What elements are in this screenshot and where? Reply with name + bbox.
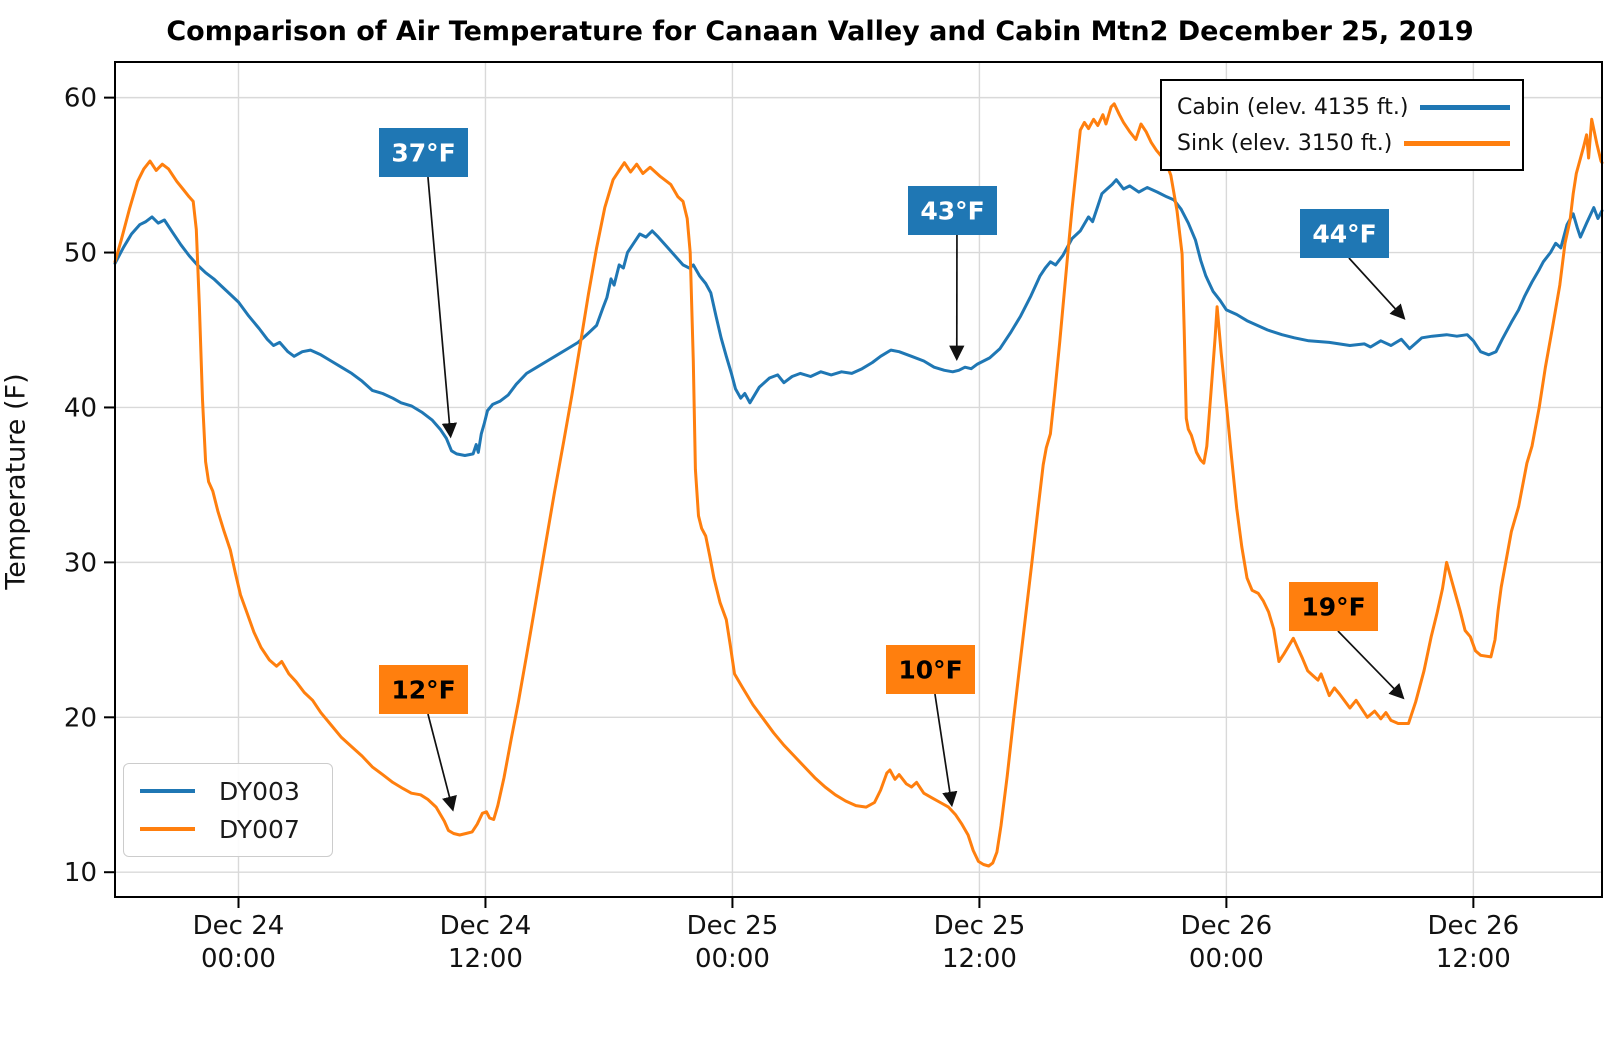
annotation-arrow (1337, 630, 1405, 700)
series-line-DY007 (113, 102, 1604, 868)
series-line-DY003 (113, 178, 1604, 457)
x-tick-label-time: 12:00 (448, 944, 523, 974)
y-tick-label: 20 (64, 703, 97, 733)
x-tick-label-date: Dec 25 (687, 911, 779, 941)
x-tick-label-time: 00:00 (201, 944, 276, 974)
annotation-label: 12°F (391, 676, 455, 705)
y-axis-label: Temperature (F) (0, 373, 32, 590)
legend-station-swatch (140, 827, 195, 831)
legend-elevation-swatch (1404, 140, 1510, 146)
x-tick-label-date: Dec 25 (934, 911, 1026, 941)
x-tick-label-date: Dec 24 (440, 911, 532, 941)
legend-elevation-item: Cabin (elev. 4135 ft.) (1177, 95, 1510, 120)
annotation-label: 43°F (920, 197, 984, 226)
chart-title: Comparison of Air Temperature for Canaan… (166, 16, 1474, 47)
legend-station-label: DY003 (219, 776, 300, 806)
x-tick-label-date: Dec 26 (1428, 911, 1520, 941)
annotation-box (1289, 582, 1378, 631)
x-tick-label-date: Dec 26 (1181, 911, 1273, 941)
x-tick-label-time: 12:00 (942, 944, 1017, 974)
x-tick-label-time: 00:00 (695, 944, 770, 974)
annotation-arrow (427, 176, 458, 439)
x-tick-label-date: Dec 24 (193, 911, 285, 941)
annotation-label: 37°F (391, 139, 455, 168)
annotation-box (908, 186, 997, 235)
annotation-box (379, 665, 468, 714)
annotation-arrow (1348, 257, 1406, 320)
legend-elevation-swatch (1420, 104, 1510, 110)
legend-station-item: DY003 (140, 777, 322, 806)
y-tick-label: 30 (64, 548, 97, 578)
legend-station-item: DY007 (140, 815, 322, 844)
legend-station-label: DY007 (219, 814, 300, 844)
annotation-label: 10°F (898, 656, 962, 685)
annotation-arrow (934, 693, 958, 808)
x-tick-label-time: 00:00 (1189, 944, 1264, 974)
y-tick-label: 50 (64, 239, 97, 269)
y-tick-label: 10 (64, 858, 97, 888)
y-tick-label: 60 (64, 84, 97, 114)
x-tick-label-time: 12:00 (1436, 944, 1511, 974)
legend-elevation-item: Sink (elev. 3150 ft.) (1177, 131, 1510, 156)
annotation-box (379, 128, 468, 177)
y-tick-label: 40 (64, 393, 97, 423)
annotation-label: 44°F (1312, 220, 1376, 249)
plot-border (114, 61, 1603, 898)
legend-station: DY003 DY007 (123, 763, 333, 857)
legend-elevation-label: Sink (elev. 3150 ft.) (1177, 130, 1393, 156)
annotation-box (1300, 209, 1389, 258)
legend-elevation-label: Cabin (elev. 4135 ft.) (1177, 94, 1409, 120)
annotation-label: 19°F (1301, 593, 1365, 622)
legend-station-swatch (140, 789, 195, 793)
annotation-box (886, 645, 975, 694)
legend-elevation: Cabin (elev. 4135 ft.) Sink (elev. 3150 f… (1160, 79, 1524, 171)
annotation-arrow (427, 713, 457, 812)
